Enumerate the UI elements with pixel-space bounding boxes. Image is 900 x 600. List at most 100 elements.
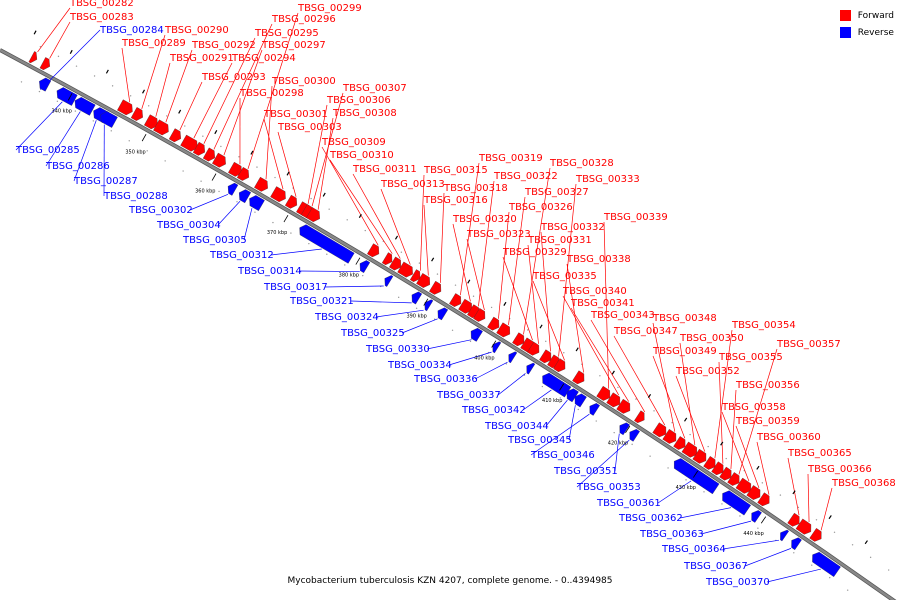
track-dot — [256, 166, 258, 168]
track-dot — [545, 340, 547, 343]
reverse-leader-line — [73, 120, 97, 182]
reverse-gene — [722, 490, 751, 516]
forward-leader-line — [247, 12, 299, 169]
forward-gene-shape — [662, 429, 677, 444]
forward-gene — [757, 492, 770, 507]
forward-gene-shape — [606, 392, 621, 408]
forward-leader-line — [380, 188, 411, 265]
reverse-leader-line — [448, 351, 492, 366]
forward-gene-label: TBSG_00313 — [380, 179, 445, 190]
legend: Forward Reverse — [839, 7, 894, 41]
forward-gene-label: TBSG_00291 — [169, 53, 234, 64]
forward-gene — [270, 186, 286, 203]
reverse-leader-line — [189, 193, 229, 211]
minor-tick — [394, 235, 399, 240]
forward-gene-shape — [527, 341, 540, 356]
forward-gene — [416, 273, 430, 288]
track-dot — [761, 482, 764, 484]
track-dot — [38, 90, 41, 93]
forward-gene-shape — [703, 456, 716, 470]
forward-gene-label: TBSG_00289 — [121, 38, 186, 49]
scale-tick-label: 420 kbp — [608, 441, 628, 447]
forward-gene — [787, 512, 800, 527]
reverse-leader-line — [40, 29, 101, 91]
reverse-gene — [411, 291, 423, 305]
reverse-gene-label: TBSG_00325 — [340, 328, 405, 339]
forward-gene — [572, 370, 585, 385]
track-dot — [400, 251, 403, 253]
forward-leader-line — [590, 319, 646, 413]
forward-leader-line — [277, 131, 297, 197]
forward-leader-line — [307, 104, 328, 204]
forward-gene-label: TBSG_00306 — [326, 95, 391, 106]
reverse-leader-line — [401, 318, 438, 334]
forward-gene — [795, 518, 812, 535]
forward-gene — [634, 410, 645, 424]
reverse-gene — [812, 551, 841, 577]
forward-gene — [192, 141, 205, 156]
reverse-gene — [619, 422, 630, 436]
forward-gene-shape — [168, 128, 181, 143]
minor-tick — [503, 301, 507, 306]
forward-gene-label: TBSG_00292 — [191, 40, 256, 51]
forward-gene — [473, 308, 486, 322]
forward-leader-line — [735, 425, 760, 488]
forward-gene-label: TBSG_00354 — [731, 320, 796, 331]
forward-gene-shape — [787, 512, 800, 527]
track-dot — [272, 221, 274, 224]
forward-gene-shape — [757, 492, 770, 507]
track-dot — [829, 576, 831, 579]
forward-leader-line — [37, 7, 71, 53]
forward-leader-line — [419, 174, 425, 271]
reverse-gene-shape — [589, 403, 600, 416]
track-dot — [111, 85, 114, 87]
reverse-gene-label: TBSG_00285 — [15, 145, 80, 156]
forward-leader-line — [652, 355, 686, 439]
minor-tick — [178, 109, 182, 114]
forward-leader-line — [756, 441, 770, 495]
track-dot — [238, 156, 240, 158]
track-dot — [779, 494, 782, 496]
reverse-leader-line — [375, 309, 424, 318]
forward-gene-shape — [553, 358, 566, 373]
forward-gene — [652, 422, 667, 438]
forward-gene-label: TBSG_00322 — [493, 171, 558, 182]
legend-reverse: Reverse — [839, 24, 894, 41]
reverse-gene — [299, 224, 355, 264]
track-dot — [328, 208, 330, 210]
reverse-gene — [437, 307, 449, 321]
forward-gene-shape — [487, 316, 500, 331]
forward-gene-label: TBSG_00355 — [718, 352, 783, 363]
track-dot — [75, 65, 78, 67]
forward-gene — [681, 441, 697, 458]
forward-gene — [553, 358, 566, 373]
forward-leader-line — [613, 335, 666, 426]
forward-gene-label: TBSG_00366 — [807, 464, 872, 475]
reverse-gene — [56, 87, 78, 106]
forward-gene — [496, 322, 511, 338]
reverse-gene-label: TBSG_00330 — [365, 344, 430, 355]
forward-gene — [596, 385, 611, 401]
track-dot — [797, 506, 800, 509]
forward-gene-shape — [144, 114, 158, 130]
reverse-gene-label: TBSG_00361 — [596, 498, 661, 509]
forward-gene-shape — [746, 485, 761, 500]
reverse-leader-line — [474, 361, 508, 380]
forward-gene — [180, 134, 198, 152]
track-dot — [653, 410, 655, 412]
track-dot — [846, 589, 849, 591]
forward-gene — [39, 57, 50, 71]
reverse-gene-label: TBSG_00351 — [553, 466, 618, 477]
reverse-gene-shape — [249, 195, 265, 211]
track-dot — [74, 110, 77, 112]
scale-tick — [491, 340, 497, 348]
scale-tick — [67, 93, 73, 101]
forward-swatch — [839, 10, 851, 21]
reverse-leader-line — [545, 399, 568, 427]
forward-gene-shape — [616, 398, 631, 414]
reverse-gene — [227, 182, 239, 196]
reverse-swatch — [839, 27, 851, 38]
forward-gene — [727, 472, 740, 486]
forward-gene-label: TBSG_00358 — [721, 402, 786, 413]
forward-gene-shape — [130, 107, 143, 121]
